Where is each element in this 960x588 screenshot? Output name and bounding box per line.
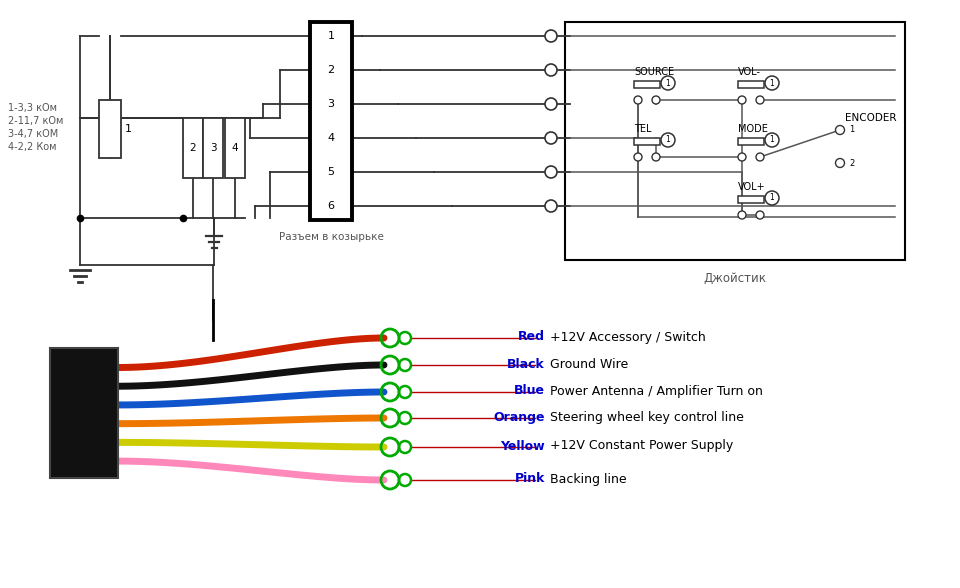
Circle shape: [634, 153, 642, 161]
Circle shape: [765, 76, 779, 90]
Text: Ground Wire: Ground Wire: [550, 358, 628, 370]
Text: 1: 1: [770, 193, 775, 202]
Text: Steering wheel key control line: Steering wheel key control line: [550, 410, 744, 423]
Text: 3: 3: [327, 99, 334, 109]
Text: 1-3,3 кОм: 1-3,3 кОм: [8, 103, 57, 113]
Text: SOURCE: SOURCE: [634, 67, 674, 77]
Circle shape: [756, 211, 764, 219]
Text: 1: 1: [849, 125, 854, 135]
Text: Разъем в козырьке: Разъем в козырьке: [278, 232, 383, 242]
Bar: [99, 100, 121, 158]
Text: 2: 2: [849, 159, 854, 168]
Bar: [634, 81, 660, 88]
Text: 3-4,7 кОМ: 3-4,7 кОМ: [8, 129, 59, 139]
Text: MODE: MODE: [738, 124, 768, 134]
Bar: [225, 118, 245, 178]
Text: 5: 5: [327, 167, 334, 177]
Text: Red: Red: [518, 330, 545, 343]
Bar: [183, 118, 203, 178]
Text: 1: 1: [665, 135, 670, 145]
Text: 2: 2: [190, 143, 196, 153]
Text: 1: 1: [770, 79, 775, 88]
Text: 4: 4: [327, 133, 335, 143]
Bar: [738, 195, 764, 202]
Text: +12V Accessory / Switch: +12V Accessory / Switch: [550, 330, 706, 343]
Circle shape: [545, 98, 557, 110]
Circle shape: [765, 133, 779, 147]
Text: 4: 4: [231, 143, 238, 153]
Circle shape: [765, 191, 779, 205]
Text: 2: 2: [327, 65, 335, 75]
Text: Джойстик: Джойстик: [704, 272, 766, 285]
Bar: [50, 348, 118, 478]
Text: ENCODER: ENCODER: [845, 113, 897, 123]
Circle shape: [738, 211, 746, 219]
Text: Pink: Pink: [515, 473, 545, 486]
Text: 1: 1: [770, 135, 775, 145]
Text: Yellow: Yellow: [500, 439, 545, 453]
Text: Power Antenna / Amplifier Turn on: Power Antenna / Amplifier Turn on: [550, 385, 763, 397]
Circle shape: [634, 96, 642, 104]
Circle shape: [835, 125, 845, 135]
Text: 3: 3: [209, 143, 216, 153]
Text: Backing line: Backing line: [550, 473, 627, 486]
Circle shape: [756, 153, 764, 161]
Bar: [310, 22, 352, 220]
Circle shape: [652, 153, 660, 161]
Bar: [203, 118, 223, 178]
Bar: [738, 81, 764, 88]
Text: Blue: Blue: [514, 385, 545, 397]
Text: 6: 6: [327, 201, 334, 211]
Text: TEL: TEL: [634, 124, 652, 134]
Circle shape: [835, 159, 845, 168]
Text: 1: 1: [125, 124, 132, 134]
Circle shape: [545, 132, 557, 144]
Text: Orange: Orange: [493, 410, 545, 423]
Text: 1: 1: [327, 31, 334, 41]
Circle shape: [738, 153, 746, 161]
Text: 4-2,2 Ком: 4-2,2 Ком: [8, 142, 57, 152]
Text: +12V Constant Power Supply: +12V Constant Power Supply: [550, 439, 733, 453]
Text: 2-11,7 кОм: 2-11,7 кОм: [8, 116, 63, 126]
Text: VOL+: VOL+: [738, 182, 766, 192]
Bar: [565, 22, 905, 260]
Bar: [634, 138, 660, 145]
Bar: [738, 138, 764, 145]
Circle shape: [545, 166, 557, 178]
Circle shape: [652, 96, 660, 104]
Circle shape: [661, 76, 675, 90]
Text: Black: Black: [507, 358, 545, 370]
Text: 1: 1: [665, 79, 670, 88]
Circle shape: [545, 30, 557, 42]
Circle shape: [661, 133, 675, 147]
Text: VOL-: VOL-: [738, 67, 761, 77]
Circle shape: [738, 96, 746, 104]
Circle shape: [545, 200, 557, 212]
Circle shape: [545, 64, 557, 76]
Circle shape: [756, 96, 764, 104]
